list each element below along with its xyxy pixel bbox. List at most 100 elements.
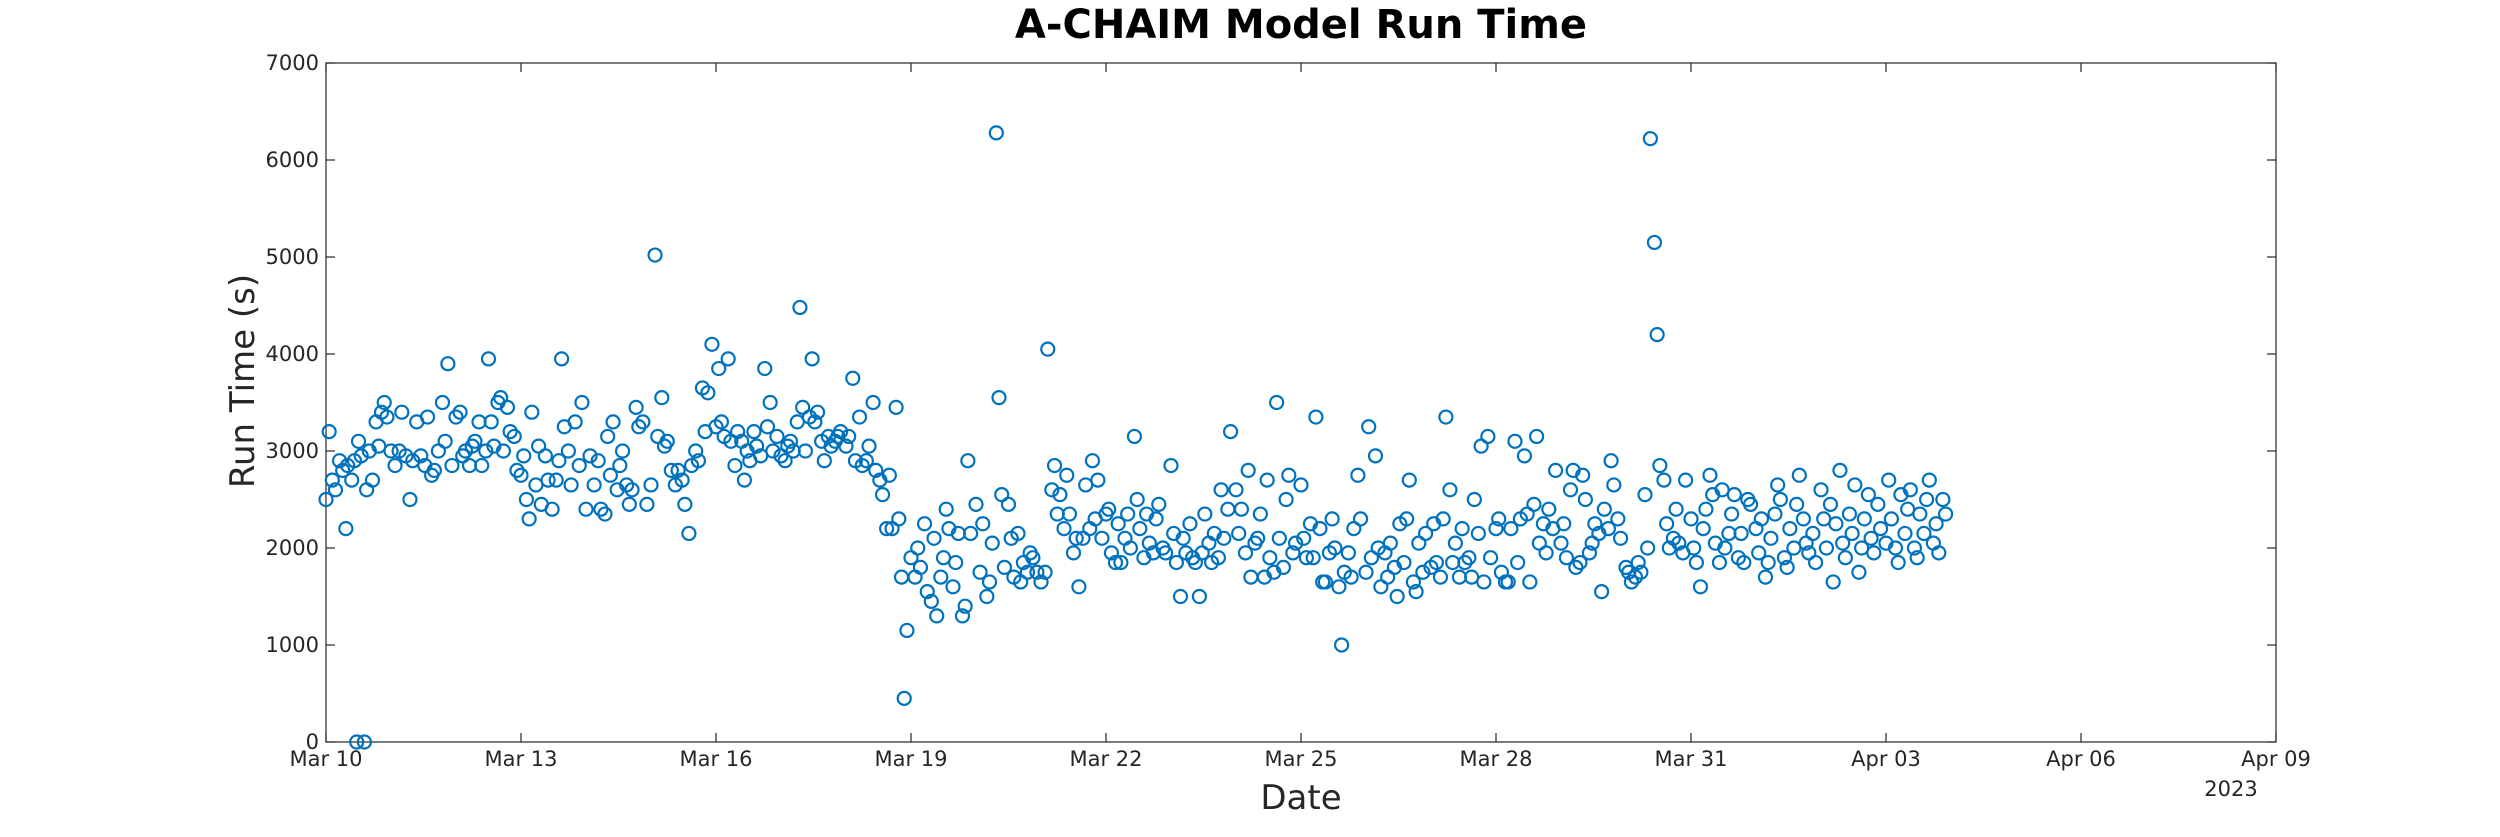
- data-point: [1698, 501, 1714, 517]
- x-tick-label: Mar 10: [289, 747, 362, 771]
- data-point: [868, 462, 884, 478]
- data-point: [674, 472, 690, 488]
- data-point: [899, 622, 915, 639]
- y-tick-label: 1000: [266, 633, 319, 657]
- data-point: [789, 414, 805, 430]
- data-point: [1522, 574, 1538, 590]
- data-point: [1010, 525, 1026, 542]
- data-point: [713, 414, 730, 430]
- data-point: [1037, 564, 1053, 580]
- y-tick-label: 6000: [266, 148, 319, 172]
- data-point: [1779, 559, 1795, 576]
- data-point: [478, 443, 494, 459]
- data-point: [1163, 457, 1179, 474]
- data-point: [1807, 554, 1824, 571]
- data-point: [816, 453, 832, 469]
- data-point: [440, 356, 456, 372]
- x-tick-label: Apr 06: [2046, 747, 2116, 771]
- data-point: [1482, 550, 1499, 566]
- data-point: [1396, 554, 1412, 571]
- data-point: [1688, 554, 1705, 571]
- data-point: [474, 457, 490, 474]
- data-point: [730, 424, 746, 440]
- data-point: [749, 438, 765, 454]
- data-point: [560, 443, 576, 459]
- data-point: [704, 336, 720, 352]
- data-point: [1789, 496, 1805, 512]
- data-point: [1646, 234, 1663, 251]
- data-point: [1912, 506, 1928, 522]
- data-point: [1937, 506, 1954, 522]
- data-point: [690, 453, 706, 469]
- data-point: [851, 409, 868, 425]
- data-point: [1480, 428, 1496, 445]
- data-point: [1466, 491, 1482, 508]
- data-point: [1340, 545, 1356, 561]
- data-point: [1417, 525, 1434, 542]
- y-tick-label: 3000: [266, 439, 319, 463]
- x-tick-label: Mar 13: [484, 747, 557, 771]
- data-point: [1231, 525, 1247, 542]
- data-point: [893, 569, 910, 585]
- data-point: [945, 579, 961, 595]
- data-point: [1491, 511, 1507, 527]
- data-point: [614, 443, 631, 459]
- data-point: [1851, 564, 1867, 580]
- data-point: [979, 588, 995, 605]
- data-point: [1317, 574, 1333, 590]
- data-point: [1071, 579, 1087, 595]
- data-point: [746, 424, 762, 440]
- data-point: [327, 482, 344, 498]
- data-point: [1129, 491, 1145, 508]
- data-point: [891, 511, 907, 527]
- data-point: [364, 472, 381, 488]
- data-point: [1902, 482, 1918, 498]
- data-point: [1000, 496, 1017, 512]
- data-point: [1683, 511, 1699, 527]
- data-point: [1860, 487, 1876, 503]
- data-point: [483, 414, 499, 430]
- data-point: [1281, 467, 1297, 483]
- data-point: [935, 550, 952, 566]
- data-point: [1476, 574, 1492, 590]
- data-point: [335, 462, 351, 478]
- data-point: [968, 496, 984, 512]
- data-point: [602, 467, 618, 483]
- data-point: [845, 370, 861, 386]
- data-point: [1887, 540, 1904, 556]
- y-tick-label: 2000: [266, 536, 319, 560]
- data-point: [1447, 535, 1463, 551]
- data-point: [954, 608, 971, 624]
- data-point: [1870, 496, 1886, 512]
- data-point: [1786, 540, 1802, 556]
- data-point: [1541, 501, 1557, 517]
- data-point: [1603, 453, 1619, 469]
- data-point: [1275, 559, 1291, 576]
- data-point: [1558, 550, 1575, 566]
- data-point: [590, 453, 606, 469]
- data-point: [1061, 506, 1078, 522]
- data-point: [1343, 569, 1359, 585]
- data-point: [1052, 487, 1068, 503]
- data-point: [480, 351, 497, 367]
- data-point: [809, 404, 826, 420]
- data-point: [574, 394, 590, 411]
- data-point: [1271, 530, 1287, 546]
- data-point: [353, 448, 369, 464]
- x-tick-label: Mar 28: [1459, 747, 1532, 771]
- data-point: [1835, 535, 1851, 551]
- data-point: [1405, 574, 1421, 590]
- data-point: [681, 525, 697, 542]
- data-point: [467, 433, 483, 449]
- x-tick-label: Mar 31: [1654, 747, 1727, 771]
- data-point: [1916, 525, 1932, 542]
- data-point: [1733, 525, 1749, 542]
- data-point: [1844, 525, 1860, 542]
- data-point: [777, 453, 793, 469]
- data-point: [1856, 511, 1872, 527]
- data-point: [1285, 545, 1301, 561]
- data-point: [582, 448, 598, 464]
- data-point: [926, 530, 942, 546]
- data-point: [524, 404, 540, 420]
- data-point: [654, 390, 670, 406]
